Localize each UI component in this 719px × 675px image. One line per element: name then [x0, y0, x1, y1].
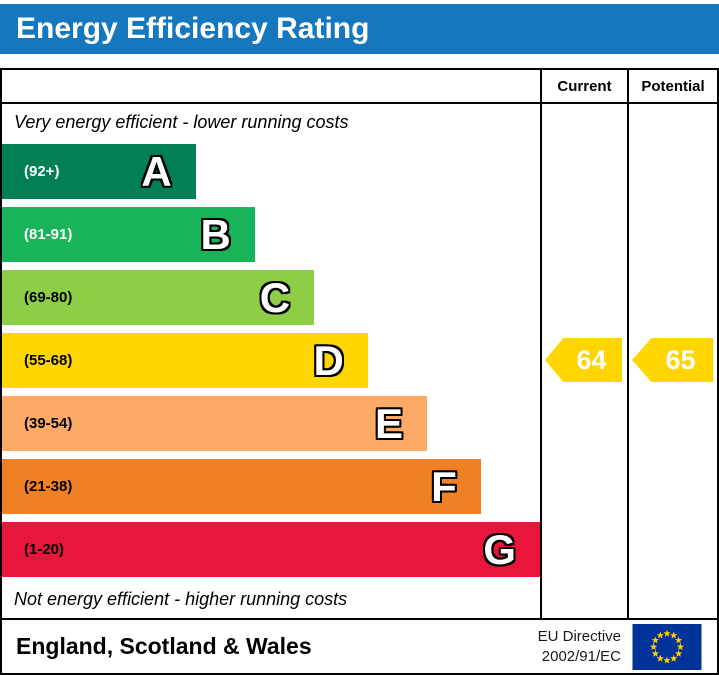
band-row-d: (55-68) D [2, 329, 540, 392]
epc-chart: Current Potential Very energy efficient … [0, 68, 719, 675]
band-row-b: (81-91) B [2, 203, 540, 266]
band-bar-c: (69-80) C [2, 270, 315, 325]
band-bar-b: (81-91) B [2, 207, 255, 262]
column-header-potential: Potential [641, 77, 705, 95]
eu-directive-label: EU Directive 2002/91/EC [538, 627, 621, 666]
band-range-a: (92+) [24, 163, 60, 180]
band-row-f: (21-38) F [2, 455, 540, 518]
band-bar-e: (39-54) E [2, 396, 428, 451]
band-bar-f: (21-38) F [2, 459, 481, 514]
header-divider [2, 102, 717, 104]
band-row-c: (69-80) C [2, 266, 540, 329]
footer: England, Scotland & Wales EU Directive 2… [2, 620, 717, 673]
potential-column-divider [627, 70, 629, 620]
band-range-f: (21-38) [24, 478, 73, 495]
band-letter-a: A [141, 147, 172, 195]
band-bar-g: (1-20) G [2, 522, 540, 577]
page-title: Energy Efficiency Rating [0, 4, 719, 54]
region-label: England, Scotland & Wales [16, 633, 312, 659]
band-range-e: (39-54) [24, 415, 73, 432]
band-range-c: (69-80) [24, 289, 73, 306]
band-range-g: (1-20) [24, 541, 65, 558]
band-letter-e: E [375, 399, 404, 447]
band-row-e: (39-54) E [2, 392, 540, 455]
band-letter-f: F [431, 462, 457, 510]
band-letter-b: B [200, 210, 231, 258]
potential-rating-pointer: 65 [632, 338, 713, 382]
current-column-divider [540, 70, 542, 620]
column-header-current: Current [557, 77, 612, 95]
eu-flag-icon [632, 623, 702, 670]
band-bar-a: (92+) A [2, 144, 196, 199]
inefficient-note: Not energy efficient - higher running co… [14, 589, 348, 609]
rating-bands: (92+) A (81-91) B (69-80) C (55-68) D (3 [2, 140, 540, 581]
efficient-note: Very energy efficient - lower running co… [14, 111, 349, 132]
band-range-d: (55-68) [24, 352, 73, 369]
eu-directive-line1: EU Directive [537, 628, 621, 645]
footer-divider [2, 618, 717, 620]
eu-directive-line2: 2002/91/EC [541, 647, 621, 665]
band-row-g: (1-20) G [2, 518, 540, 581]
band-bar-d: (55-68) D [2, 333, 368, 388]
band-letter-g: G [483, 525, 516, 573]
current-rating-pointer: 64 [545, 338, 622, 382]
band-letter-c: C [259, 273, 291, 321]
band-letter-d: D [313, 336, 344, 384]
band-row-a: (92+) A [2, 140, 540, 203]
band-range-b: (81-91) [24, 226, 73, 243]
